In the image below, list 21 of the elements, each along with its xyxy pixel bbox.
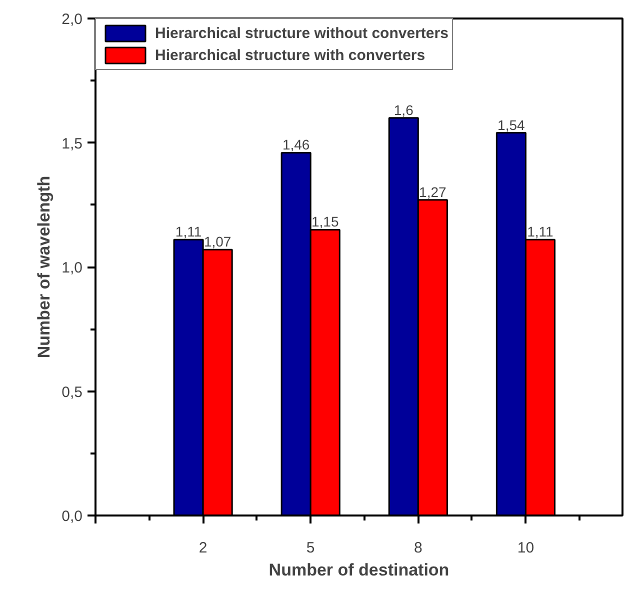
legend-label: Hierarchical structure with converters <box>155 46 426 64</box>
y-tick-label: 2,0 <box>62 11 83 28</box>
data-label: 1,27 <box>419 184 447 200</box>
data-label: 1,15 <box>311 214 339 230</box>
data-label: 1,6 <box>394 102 414 118</box>
x-tick-label: 8 <box>414 540 422 556</box>
data-label: 1,54 <box>498 116 526 133</box>
y-tick-label: 1,0 <box>62 260 83 276</box>
y-tick-label: 1,5 <box>62 135 83 152</box>
y-tick-label: 0,5 <box>62 384 83 401</box>
data-label: 1,11 <box>527 224 554 240</box>
x-tick-label: 2 <box>198 540 208 556</box>
x-tick-label: 5 <box>306 540 315 556</box>
data-label: 1,07 <box>204 234 232 250</box>
x-axis-title: Number of destination <box>268 560 450 580</box>
data-label: 1,46 <box>282 136 310 153</box>
x-tick-label: 10 <box>517 540 534 556</box>
y-axis-title: Number of wavelength <box>34 176 54 358</box>
y-tick-label: 0,0 <box>62 508 83 525</box>
data-label: 1,11 <box>175 224 202 240</box>
legend-label: Hierarchical structure without converters <box>155 24 448 42</box>
